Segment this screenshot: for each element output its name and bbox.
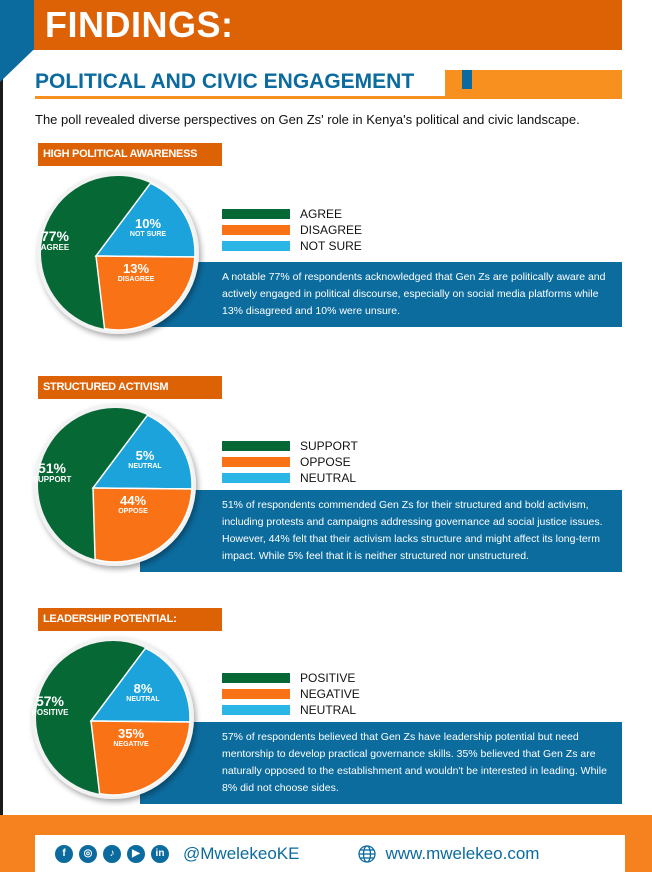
legend-item: NEGATIVE [222, 686, 360, 702]
pie-data-label: 5% NEUTRAL [115, 448, 175, 471]
legend-label: OPPOSE [300, 455, 351, 469]
legend-swatch [222, 209, 290, 219]
corner-triangle [0, 0, 34, 82]
pie-value: 10% [134, 216, 162, 231]
youtube-icon[interactable]: ▶ [127, 844, 145, 863]
legend-swatch [222, 705, 290, 715]
chart-title: LEADERSHIP POTENTIAL: [38, 608, 222, 631]
decor-mark [462, 70, 472, 89]
pie-category: SUPPORT [32, 475, 72, 485]
legend-swatch [222, 473, 290, 483]
globe-icon [358, 844, 377, 863]
pie-value: 13% [122, 261, 150, 276]
pie-category: NEGATIVE [113, 741, 149, 749]
legend-item: DISAGREE [222, 222, 362, 238]
social-handle[interactable]: @MwelekeoKE [183, 843, 300, 863]
legend-swatch [222, 673, 290, 683]
pie-value: 77% [40, 228, 70, 244]
legend-item: POSITIVE [222, 670, 360, 686]
pie-slice-neutral [89, 647, 191, 723]
pie-category: AGREE [40, 243, 70, 253]
footer-contact-box: f ◎ ♪ ▶ in @MwelekeoKE www.mwelekeo.com [35, 835, 625, 872]
chart-title: STRUCTURED ACTIVISM [38, 376, 222, 399]
legend-item: NEUTRAL [222, 702, 360, 718]
legend-swatch [222, 241, 290, 251]
page-title: FINDINGS: [45, 4, 234, 45]
section-title: POLITICAL AND CIVIC ENGAGEMENT [35, 68, 423, 96]
decor-mark [448, 70, 458, 89]
legend-item: NOT SURE [222, 238, 362, 254]
pie-category: POSITIVE [31, 708, 69, 718]
pie-data-label: 57% POSITIVE [20, 693, 80, 718]
pie-value: 5% [135, 448, 155, 463]
pie-slice-neutral [91, 414, 193, 490]
chart-legend: AGREE DISAGREE NOT SURE [222, 206, 362, 254]
pie-slice-not-sure [94, 182, 196, 258]
linkedin-icon[interactable]: in [151, 844, 169, 863]
pie-value: 57% [35, 693, 65, 709]
pie-category: DISAGREE [117, 276, 155, 284]
pie-data-label: 77% AGREE [25, 228, 85, 253]
legend-label: POSITIVE [300, 671, 356, 685]
pie-category: NOT SURE [129, 231, 167, 239]
legend-label: NOT SURE [300, 239, 362, 253]
legend-swatch [222, 225, 290, 235]
legend-label: SUPPORT [300, 439, 358, 453]
tiktok-icon[interactable]: ♪ [103, 844, 121, 863]
pie-category: OPPOSE [118, 508, 148, 516]
left-edge [0, 0, 3, 872]
pie-slice-oppose [92, 487, 193, 563]
pie-chart: 77% AGREE 10% NOT SURE 13% DISAGREE [28, 163, 208, 343]
pie-category: NEUTRAL [126, 696, 160, 704]
pie-data-label: 51% SUPPORT [22, 460, 82, 485]
pie-slice-negative [90, 720, 191, 796]
pie-data-label: 10% NOT SURE [118, 216, 178, 239]
legend-item: OPPOSE [222, 454, 358, 470]
pie-data-label: 35% NEGATIVE [101, 726, 161, 749]
legend-label: NEUTRAL [300, 471, 357, 485]
legend-label: NEUTRAL [300, 703, 357, 717]
instagram-icon[interactable]: ◎ [79, 844, 97, 863]
pie-data-label: 8% NEUTRAL [113, 681, 173, 704]
pie-slice-disagree [95, 255, 196, 331]
chart-legend: SUPPORT OPPOSE NEUTRAL [222, 438, 358, 486]
footer: f ◎ ♪ ▶ in @MwelekeoKE www.mwelekeo.com [0, 815, 652, 872]
pie-value: 8% [133, 681, 153, 696]
chart-description: 51% of respondents commended Gen Zs for … [140, 490, 622, 572]
chart-title: HIGH POLITICAL AWARENESS [38, 143, 222, 166]
facebook-icon[interactable]: f [55, 844, 73, 863]
legend-swatch [222, 457, 290, 467]
subtitle-underline [35, 96, 622, 99]
chart-description: 57% of respondents believed that Gen Zs … [140, 722, 622, 804]
legend-swatch [222, 441, 290, 451]
pie-value: 35% [117, 726, 145, 741]
subtitle-bar [445, 70, 622, 98]
website-link[interactable]: www.mwelekeo.com [385, 843, 540, 863]
pie-data-label: 13% DISAGREE [106, 261, 166, 284]
chart-legend: POSITIVE NEGATIVE NEUTRAL [222, 670, 360, 718]
intro-text: The poll revealed diverse perspectives o… [35, 112, 580, 127]
chart-description: A notable 77% of respondents acknowledge… [140, 262, 622, 327]
header-bar: FINDINGS: [33, 0, 622, 50]
legend-label: NEGATIVE [300, 687, 360, 701]
pie-chart: 51% SUPPORT 5% NEUTRAL 44% OPPOSE [25, 395, 205, 575]
pie-value: 51% [37, 460, 67, 476]
legend-item: AGREE [222, 206, 362, 222]
legend-label: DISAGREE [300, 223, 363, 237]
pie-data-label: 44% OPPOSE [103, 493, 163, 516]
pie-category: NEUTRAL [128, 463, 162, 471]
legend-item: NEUTRAL [222, 470, 358, 486]
pie-chart: 57% POSITIVE 8% NEUTRAL 35% NEGATIVE [23, 628, 203, 808]
legend-label: AGREE [300, 207, 343, 221]
pie-value: 44% [119, 493, 147, 508]
legend-item: SUPPORT [222, 438, 358, 454]
legend-swatch [222, 689, 290, 699]
